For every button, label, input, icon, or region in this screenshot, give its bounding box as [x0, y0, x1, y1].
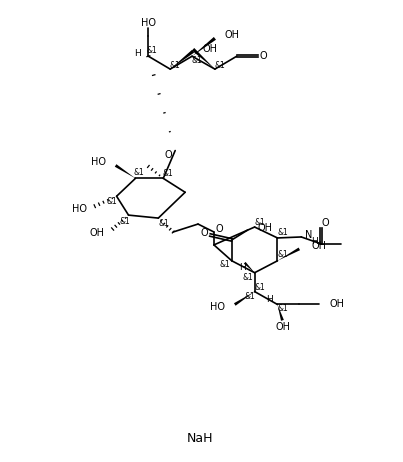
- Text: H: H: [134, 49, 140, 58]
- Polygon shape: [278, 304, 284, 321]
- Polygon shape: [192, 48, 215, 69]
- Text: O: O: [215, 224, 223, 234]
- Text: O: O: [321, 218, 329, 228]
- Text: OH: OH: [276, 322, 291, 332]
- Text: H: H: [266, 295, 272, 304]
- Polygon shape: [278, 248, 300, 261]
- Text: &1: &1: [119, 217, 130, 225]
- Text: HO: HO: [141, 18, 156, 29]
- Text: &1: &1: [214, 61, 225, 70]
- Text: &1: &1: [170, 61, 181, 70]
- Text: &1: &1: [254, 218, 265, 226]
- Text: O: O: [260, 51, 267, 61]
- Polygon shape: [234, 292, 255, 306]
- Text: &1: &1: [254, 283, 265, 292]
- Text: OH: OH: [258, 223, 272, 233]
- Text: &1: &1: [159, 219, 170, 228]
- Polygon shape: [192, 37, 216, 56]
- Polygon shape: [244, 262, 255, 273]
- Text: H: H: [239, 263, 246, 272]
- Text: &1: &1: [147, 46, 158, 55]
- Text: OH: OH: [311, 241, 326, 251]
- Text: &1: &1: [192, 56, 202, 65]
- Text: OH: OH: [90, 228, 105, 238]
- Text: OH: OH: [225, 30, 240, 40]
- Text: N: N: [305, 230, 313, 240]
- Text: &1: &1: [244, 292, 255, 301]
- Text: &1: &1: [163, 169, 174, 178]
- Text: OH: OH: [203, 44, 218, 54]
- Text: &1: &1: [277, 229, 288, 237]
- Text: &1: &1: [277, 250, 288, 259]
- Polygon shape: [115, 164, 135, 178]
- Text: NaH: NaH: [187, 432, 213, 445]
- Text: &1: &1: [133, 168, 144, 177]
- Polygon shape: [170, 50, 194, 69]
- Text: &1: &1: [106, 197, 117, 206]
- Text: H: H: [311, 237, 318, 246]
- Text: &1: &1: [242, 273, 253, 282]
- Text: O: O: [200, 228, 208, 238]
- Text: HO: HO: [91, 158, 106, 168]
- Text: &1: &1: [277, 304, 288, 313]
- Text: HO: HO: [210, 303, 225, 312]
- Text: OH: OH: [329, 299, 344, 310]
- Text: HO: HO: [72, 204, 87, 214]
- Text: &1: &1: [220, 260, 230, 269]
- Text: O: O: [164, 150, 172, 159]
